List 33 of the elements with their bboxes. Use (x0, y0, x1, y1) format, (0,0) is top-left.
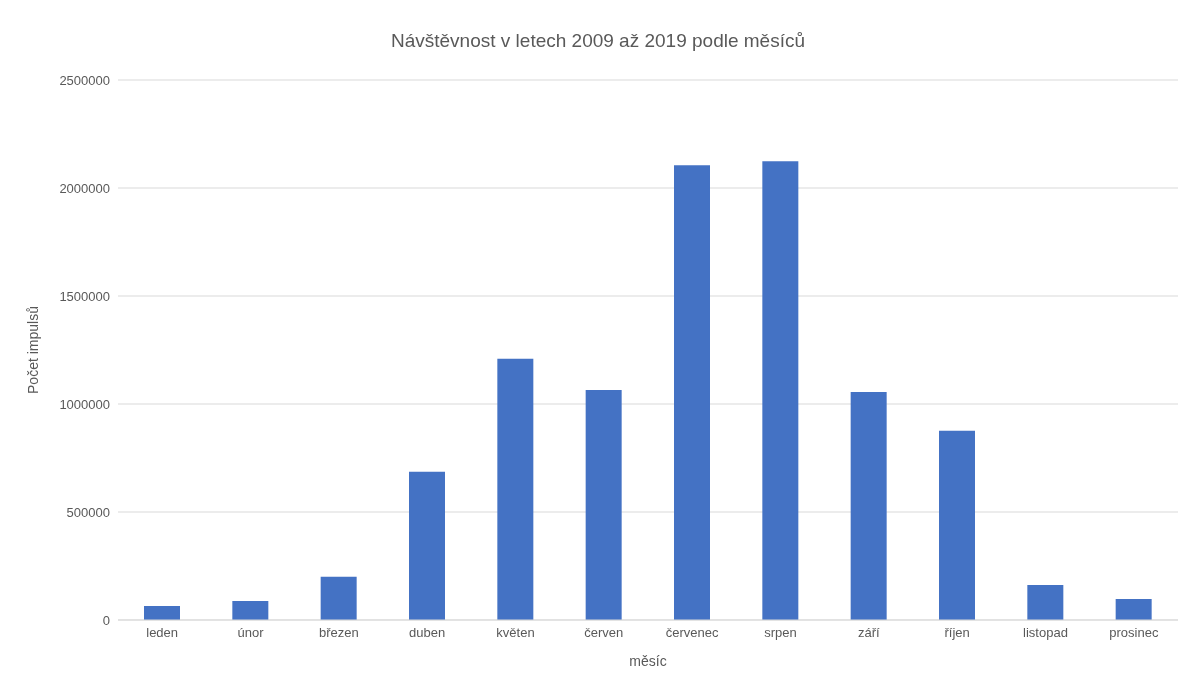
chart-title: Návštěvnost v letech 2009 až 2019 podle měsíců (390, 29, 806, 53)
y-tick-label: 1500000 (59, 288, 110, 304)
bar (850, 392, 887, 620)
y-tick-label: 1000000 (59, 396, 110, 412)
x-tick-label: duben (409, 625, 446, 641)
y-axis-title: Počet impulsů (24, 306, 41, 394)
bar (409, 471, 445, 620)
x-tick-label: prosinec (1109, 625, 1159, 641)
x-tick-label: září (858, 625, 881, 641)
bar (585, 389, 622, 620)
bar (939, 430, 975, 620)
y-tick-label: 2500000 (59, 72, 110, 88)
x-tick-label: říjen (944, 625, 970, 641)
y-tick-label: 500000 (66, 504, 110, 520)
bar (674, 165, 710, 620)
x-tick-label: listopad (1023, 625, 1068, 641)
bar (232, 600, 269, 620)
x-tick-label: březen (318, 625, 359, 641)
x-tick-label: červenec (665, 625, 720, 641)
bar (1115, 599, 1152, 620)
bar (1027, 585, 1064, 620)
x-tick-label: srpen (764, 625, 797, 641)
x-tick-label: únor (237, 625, 265, 641)
x-tick-label: červen (584, 625, 624, 641)
bar (497, 358, 534, 620)
y-tick-label: 2000000 (59, 180, 110, 196)
bar (144, 605, 180, 620)
x-axis-title: měsíc (629, 653, 667, 669)
x-tick-label: leden (146, 625, 179, 641)
x-tick-label: květen (496, 625, 535, 641)
bar (762, 161, 799, 620)
y-tick-label: 0 (102, 612, 110, 628)
bar (320, 576, 357, 620)
